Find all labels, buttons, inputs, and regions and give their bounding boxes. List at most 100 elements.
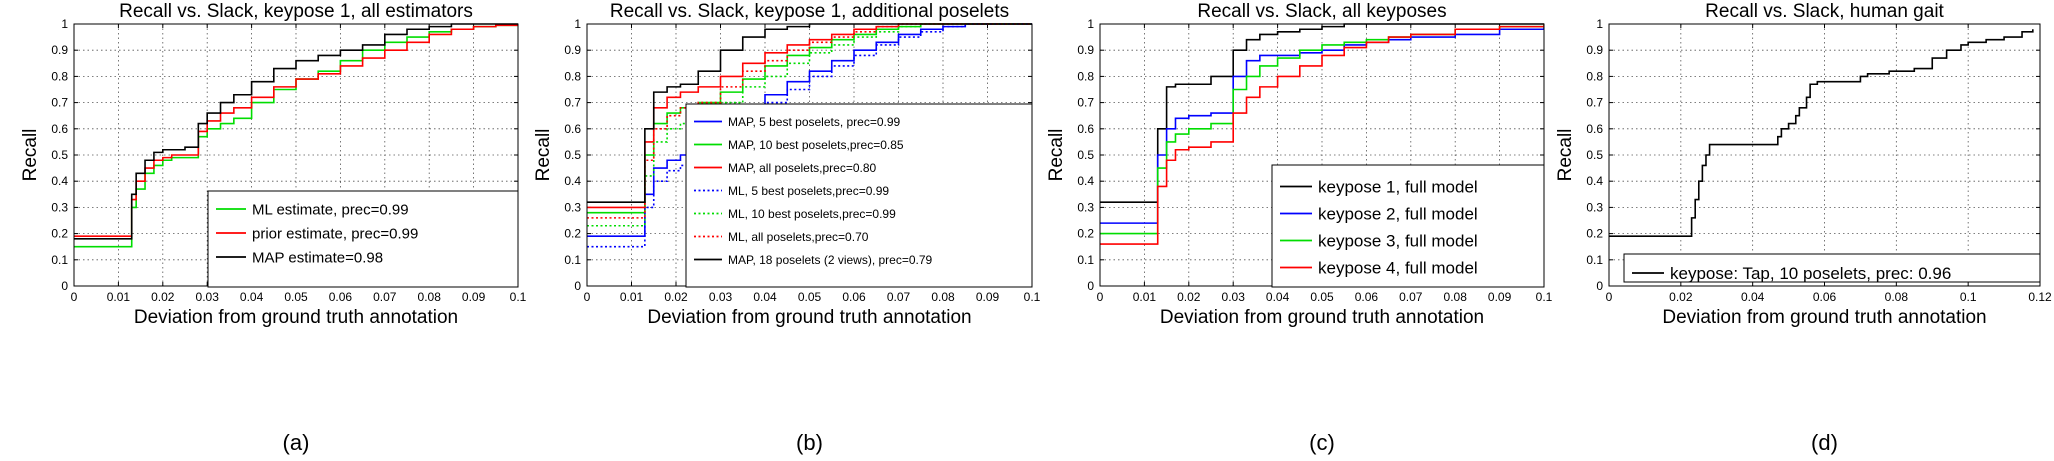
y-tick-label: 0.3 <box>564 200 581 214</box>
x-tick-label: 0.12 <box>2028 290 2052 304</box>
y-tick-label: 0.6 <box>51 122 68 136</box>
y-tick-label: 0 <box>61 279 68 293</box>
y-tick-label: 0.2 <box>1077 227 1094 241</box>
x-tick-label: 0.06 <box>1813 290 1837 304</box>
y-tick-label: 1 <box>1596 17 1603 31</box>
y-tick-label: 0.2 <box>564 227 581 241</box>
legend-label-4: ML, 5 best poselets,prec=0.99 <box>728 184 889 198</box>
x-tick-label: 0.08 <box>1885 290 1909 304</box>
chart-title: Recall vs. Slack, keypose 1, additional … <box>610 1 1009 22</box>
y-tick-label: 0.1 <box>564 253 581 267</box>
y-tick-label: 0.5 <box>1586 148 1603 162</box>
y-tick-label: 0 <box>574 279 581 293</box>
x-axis-label: Deviation from ground truth annotation <box>1662 307 1986 328</box>
legend-box <box>1271 164 1545 288</box>
x-tick-label: 0.08 <box>418 290 442 304</box>
y-tick-label: 0 <box>1596 279 1603 293</box>
x-tick-label: 0.02 <box>1669 290 1693 304</box>
y-tick-label: 0.5 <box>1077 148 1094 162</box>
x-tick-label: 0.1 <box>1960 290 1977 304</box>
x-tick-label: 0.09 <box>976 290 1000 304</box>
legend-label-1: MAP, 5 best poselets, prec=0.99 <box>728 115 901 129</box>
x-tick-label: 0.07 <box>373 290 397 304</box>
y-tick-label: 0.7 <box>564 96 581 110</box>
y-tick-label: 0.9 <box>1077 43 1094 57</box>
legend-box <box>1623 253 2041 283</box>
x-tick-label: 0.02 <box>664 290 688 304</box>
y-tick-label: 1 <box>1087 17 1094 31</box>
legend-label-1: keypose: Tap, 10 poselets, prec: 0.96 <box>1670 264 1951 283</box>
x-tick-label: 0.08 <box>1444 290 1468 304</box>
y-tick-label: 0.3 <box>51 200 68 214</box>
y-tick-label: 0.1 <box>51 253 68 267</box>
y-tick-label: 0.7 <box>1077 96 1094 110</box>
y-tick-label: 0 <box>1087 279 1094 293</box>
x-axis-label: Deviation from ground truth annotation <box>647 307 971 328</box>
chart-title: Recall vs. Slack, all keyposes <box>1197 1 1446 22</box>
x-tick-label: 0.09 <box>1488 290 1512 304</box>
panel-label: (c) <box>1309 430 1335 455</box>
series-group <box>1609 29 2034 238</box>
y-tick-label: 0.8 <box>1077 69 1094 83</box>
y-tick-label: 0.4 <box>1077 174 1094 188</box>
series-line-5 <box>587 23 1032 227</box>
x-tick-label: 0 <box>1097 290 1104 304</box>
x-tick-label: 0 <box>584 290 591 304</box>
axes-box <box>1608 23 2041 287</box>
y-axis-label: Recall <box>20 129 41 182</box>
legend: MAP, 5 best poselets, prec=0.99 MAP, 10 b… <box>685 103 1033 288</box>
legend-label-2: prior estimate, prec=0.99 <box>252 225 418 242</box>
series-line-1 <box>587 23 1032 238</box>
y-tick-label: 0.9 <box>51 43 68 57</box>
x-axis-label: Deviation from ground truth annotation <box>1160 307 1484 328</box>
y-tick-label: 0.7 <box>51 96 68 110</box>
chart-panel-1: 0 0.01 0.02 0.03 0.04 0.05 0.06 0.07 0.08 0.09 0.1… <box>20 1 527 455</box>
legend-label-1: ML estimate, prec=0.99 <box>252 201 409 218</box>
y-tick-label: 0.9 <box>564 43 581 57</box>
series-group <box>74 23 518 248</box>
x-tick-label: 0.06 <box>329 290 353 304</box>
x-tick-label: 0.1 <box>1024 290 1041 304</box>
x-tick-label: 0.02 <box>151 290 175 304</box>
series-line-2 <box>74 24 518 238</box>
y-tick-label: 0.2 <box>1586 227 1603 241</box>
legend-label-3: MAP estimate=0.98 <box>252 249 383 266</box>
x-tick-label: 0.01 <box>1133 290 1157 304</box>
chart-title: Recall vs. Slack, keypose 1, all estimat… <box>119 1 473 22</box>
x-tick-label: 0.03 <box>196 290 220 304</box>
y-tick-label: 1 <box>574 17 581 31</box>
x-tick-label: 0.04 <box>240 290 264 304</box>
x-tick-label: 0.05 <box>284 290 308 304</box>
y-tick-label: 0.1 <box>1586 253 1603 267</box>
legend-label-4: keypose 4, full model <box>1318 259 1478 278</box>
panel-label: (a) <box>283 430 310 455</box>
x-tick-label: 0.03 <box>1222 290 1246 304</box>
y-tick-label: 0.8 <box>51 69 68 83</box>
chart-panel-3: 0 0.01 0.02 0.03 0.04 0.05 0.06 0.07 0.08 0.09 0.1… <box>1046 1 1553 455</box>
panel-label: (b) <box>796 430 823 455</box>
x-tick-label: 0.09 <box>462 290 486 304</box>
y-axis-label: Recall <box>533 129 554 182</box>
x-tick-label: 0.04 <box>753 290 777 304</box>
y-tick-label: 0.4 <box>1586 174 1603 188</box>
y-tick-label: 0.2 <box>51 227 68 241</box>
legend-label-1: keypose 1, full model <box>1318 178 1478 197</box>
y-tick-label: 0.6 <box>1586 122 1603 136</box>
x-tick-label: 0.06 <box>842 290 866 304</box>
chart-title: Recall vs. Slack, human gait <box>1705 1 1944 22</box>
y-tick-label: 0.8 <box>564 69 581 83</box>
legend: keypose: Tap, 10 poselets, prec: 0.96 <box>1623 253 2041 283</box>
y-tick-label: 0.7 <box>1586 96 1603 110</box>
x-tick-label: 0.05 <box>798 290 822 304</box>
x-axis-label: Deviation from ground truth annotation <box>134 307 458 328</box>
series-line-1 <box>1609 29 2034 238</box>
x-tick-label: 0.01 <box>620 290 644 304</box>
legend-label-3: keypose 3, full model <box>1318 232 1478 251</box>
x-tick-label: 0.05 <box>1310 290 1334 304</box>
x-tick-label: 0 <box>1606 290 1613 304</box>
series-line-3 <box>74 23 518 240</box>
y-tick-label: 0.3 <box>1586 200 1603 214</box>
y-tick-label: 0.4 <box>51 174 68 188</box>
x-tick-label: 0.06 <box>1355 290 1379 304</box>
